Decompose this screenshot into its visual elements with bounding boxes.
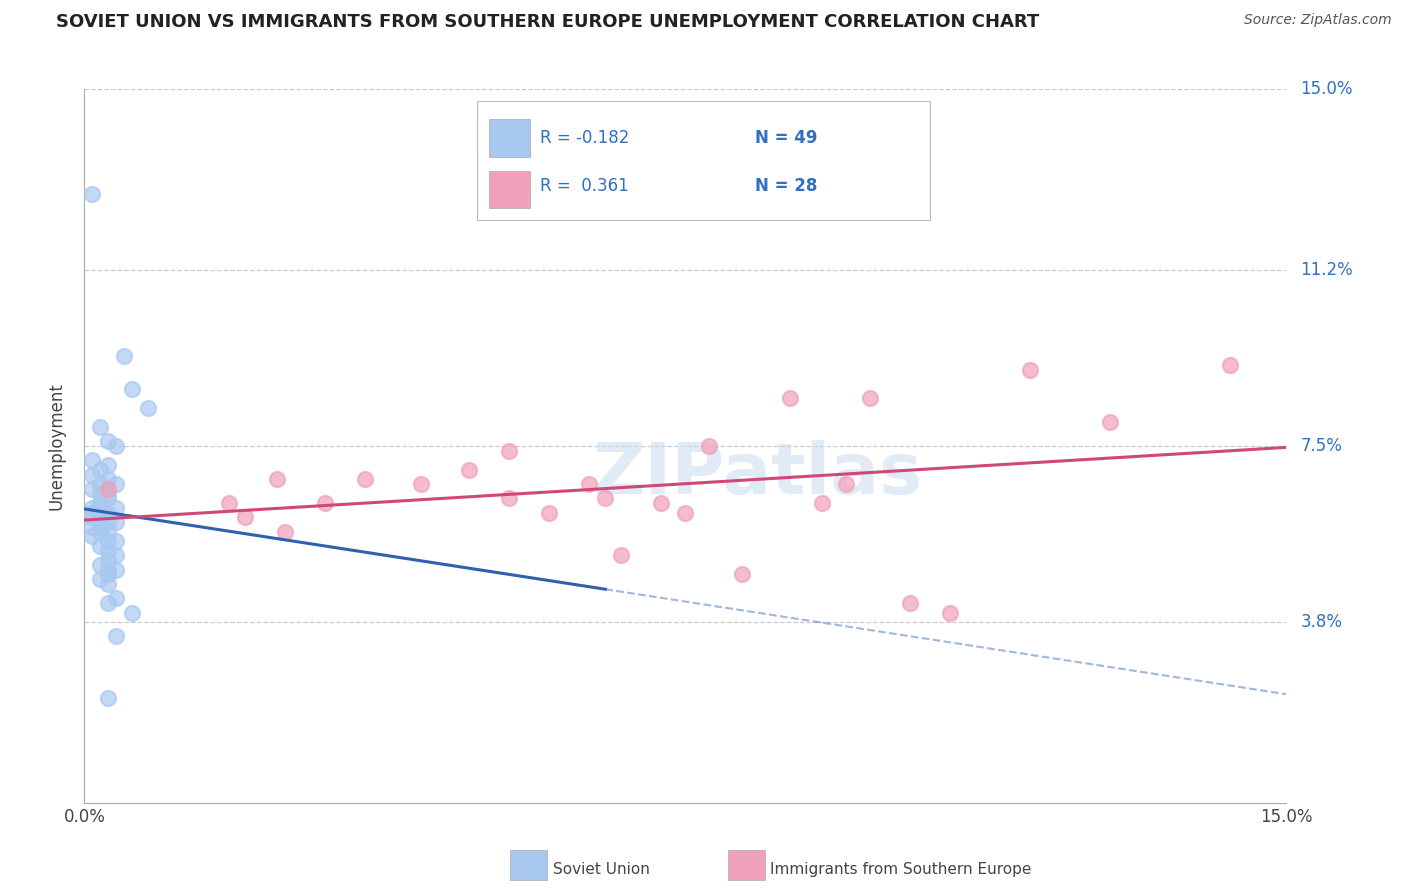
Point	[82, 529, 104, 543]
Point	[82, 453, 104, 467]
Point	[97, 482, 120, 496]
Point	[97, 543, 120, 558]
Point	[578, 477, 600, 491]
Point	[97, 486, 120, 500]
Point	[89, 539, 111, 553]
Point	[105, 629, 128, 643]
Text: Soviet Union: Soviet Union	[553, 863, 650, 877]
Point	[1099, 415, 1122, 429]
Point	[97, 472, 120, 486]
Point	[89, 558, 111, 572]
Point	[730, 567, 752, 582]
Point	[105, 515, 128, 529]
Text: Immigrants from Southern Europe: Immigrants from Southern Europe	[770, 863, 1032, 877]
Point	[595, 491, 617, 506]
Point	[105, 591, 128, 606]
Text: 15.0%: 15.0%	[1301, 80, 1353, 98]
Point	[97, 596, 120, 610]
Point	[114, 349, 135, 363]
Point	[82, 506, 104, 520]
Point	[498, 491, 520, 506]
Point	[699, 439, 721, 453]
Point	[97, 434, 120, 449]
Point	[354, 472, 377, 486]
Point	[898, 596, 921, 610]
Point	[138, 401, 160, 415]
Point	[105, 500, 128, 515]
Point	[89, 463, 111, 477]
Point	[97, 563, 120, 577]
Point	[97, 515, 120, 529]
Point	[97, 553, 120, 567]
Point	[835, 477, 858, 491]
Point	[89, 572, 111, 586]
Text: N = 28: N = 28	[755, 177, 818, 194]
Point	[97, 458, 120, 472]
Point	[97, 491, 120, 506]
Text: 7.5%: 7.5%	[1301, 437, 1343, 455]
Point	[97, 524, 120, 539]
Point	[121, 382, 143, 396]
Point	[82, 186, 104, 201]
Point	[675, 506, 697, 520]
Point	[105, 439, 128, 453]
Point	[233, 510, 256, 524]
Point	[82, 510, 104, 524]
Point	[1019, 363, 1042, 377]
Point	[650, 496, 672, 510]
Point	[89, 524, 111, 539]
Text: R = -0.182: R = -0.182	[540, 128, 630, 146]
Point	[89, 520, 111, 534]
Point	[105, 477, 128, 491]
Text: ZIPatlas: ZIPatlas	[592, 440, 922, 509]
Point	[810, 496, 832, 510]
Point	[97, 506, 120, 520]
Point	[89, 510, 111, 524]
Point	[779, 392, 801, 406]
Text: SOVIET UNION VS IMMIGRANTS FROM SOUTHERN EUROPE UNEMPLOYMENT CORRELATION CHART: SOVIET UNION VS IMMIGRANTS FROM SOUTHERN…	[56, 13, 1039, 31]
Text: N = 49: N = 49	[755, 128, 818, 146]
Point	[610, 549, 633, 563]
Point	[97, 567, 120, 582]
Point	[274, 524, 297, 539]
Text: 3.8%: 3.8%	[1301, 613, 1343, 631]
Point	[859, 392, 882, 406]
Point	[314, 496, 336, 510]
Text: R =  0.361: R = 0.361	[540, 177, 628, 194]
Point	[89, 496, 111, 510]
Point	[89, 477, 111, 491]
Point	[82, 467, 104, 482]
Point	[82, 520, 104, 534]
Point	[409, 477, 432, 491]
Point	[105, 549, 128, 563]
Point	[82, 500, 104, 515]
Point	[105, 563, 128, 577]
Point	[458, 463, 481, 477]
Point	[538, 506, 561, 520]
Point	[105, 534, 128, 549]
Y-axis label: Unemployment: Unemployment	[48, 382, 66, 510]
Point	[939, 606, 962, 620]
Point	[266, 472, 288, 486]
Text: Source: ZipAtlas.com: Source: ZipAtlas.com	[1244, 13, 1392, 28]
Point	[498, 443, 520, 458]
Point	[82, 482, 104, 496]
Point	[97, 691, 120, 706]
Point	[121, 606, 143, 620]
Point	[89, 420, 111, 434]
Point	[89, 486, 111, 500]
Point	[218, 496, 240, 510]
Point	[97, 577, 120, 591]
Point	[1219, 358, 1241, 372]
Point	[89, 500, 111, 515]
Text: 11.2%: 11.2%	[1301, 261, 1353, 279]
Point	[97, 534, 120, 549]
